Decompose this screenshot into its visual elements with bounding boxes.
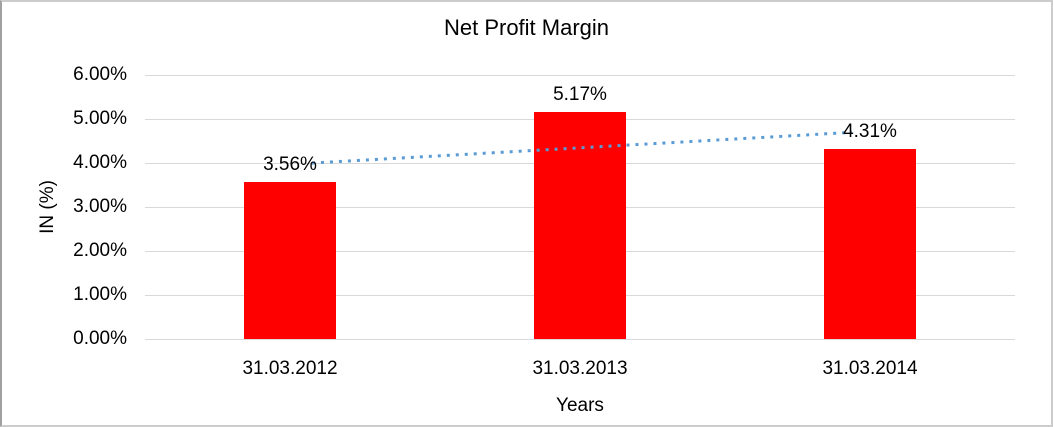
- y-axis: 0.00% 1.00% 2.00% 3.00% 4.00% 5.00% 6.00%: [2, 2, 127, 425]
- y-tick-label: 3.00%: [73, 196, 127, 217]
- y-tick-label: 6.00%: [73, 64, 127, 85]
- x-tick-label: 31.03.2014: [822, 358, 918, 379]
- bar-31.03.2014: [824, 149, 916, 339]
- x-axis-title: Years: [556, 395, 604, 416]
- chart-title: Net Profit Margin: [443, 15, 610, 40]
- bar-31.03.2013: [534, 111, 626, 339]
- x-tick-label: 31.03.2013: [532, 358, 628, 379]
- gridline: [145, 75, 1015, 76]
- bar-31.03.2012: [244, 182, 336, 339]
- y-tick-label: 5.00%: [73, 108, 127, 129]
- y-tick-label: 0.00%: [73, 328, 127, 349]
- data-label: 4.31%: [843, 121, 897, 143]
- gridline: [145, 339, 1015, 340]
- x-tick-label: 31.03.2012: [242, 358, 338, 379]
- data-label: 3.56%: [263, 154, 317, 176]
- y-tick-label: 1.00%: [73, 284, 127, 305]
- trendline-dotted: [311, 130, 853, 165]
- y-tick-label: 2.00%: [73, 240, 127, 261]
- plot-area: 3.56% 5.17% 4.31%: [145, 75, 1015, 340]
- data-label: 5.17%: [553, 83, 607, 105]
- y-tick-label: 4.00%: [73, 152, 127, 173]
